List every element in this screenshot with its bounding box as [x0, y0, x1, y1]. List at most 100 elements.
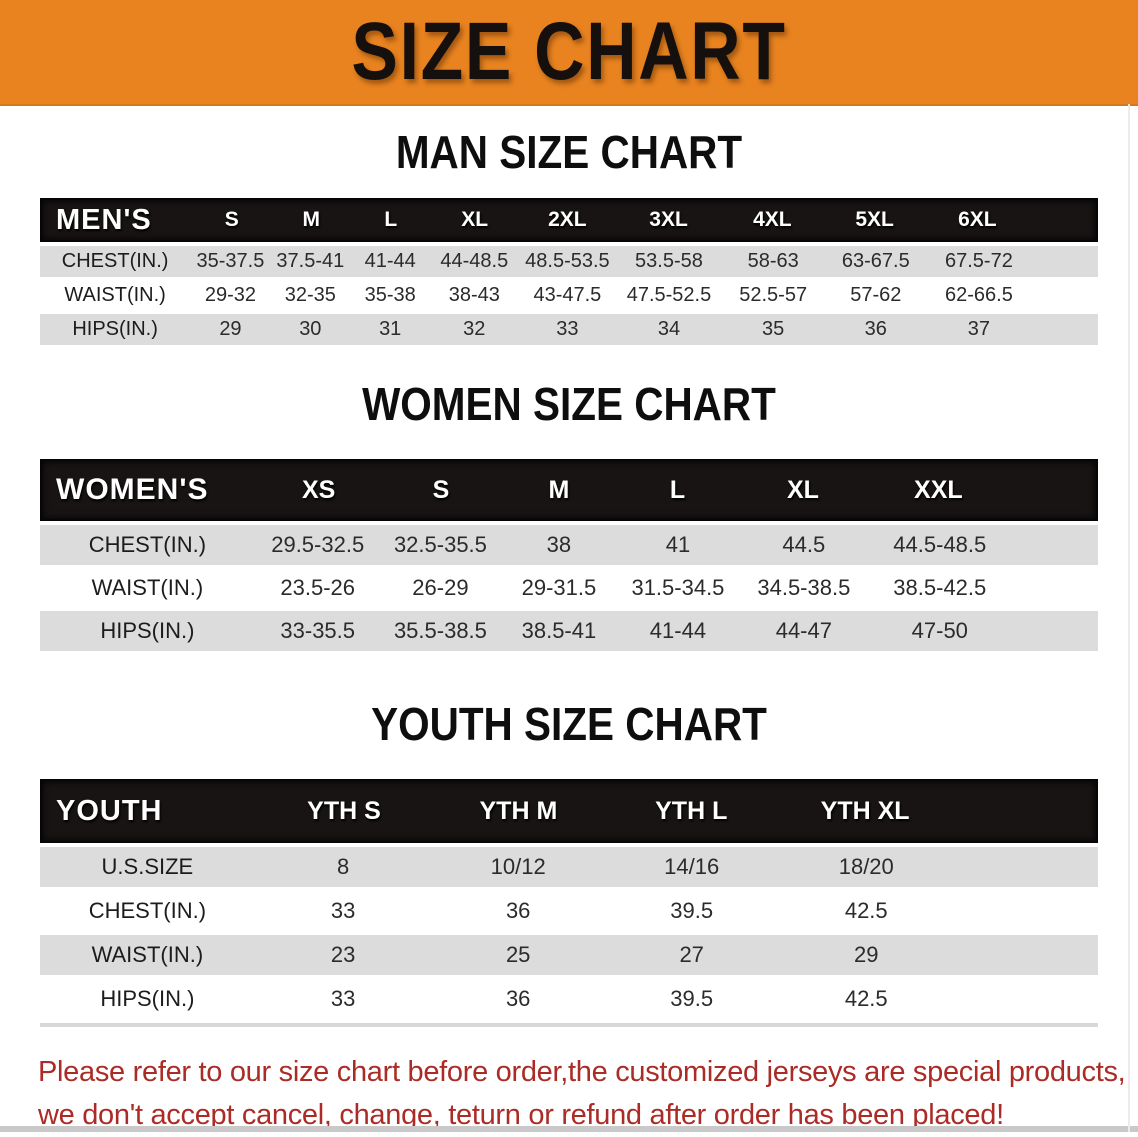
- women-row-label: HIPS(IN.): [100, 618, 195, 643]
- youth-value-cell: 42.5: [844, 898, 888, 923]
- men-value-cell: 36: [864, 318, 887, 340]
- men-column-header: L: [384, 208, 398, 231]
- men-value-cell: 32-35: [284, 284, 336, 306]
- women-column-header: XS: [301, 475, 336, 504]
- women-header-row: WOMEN'S XS S M L XL XXL: [40, 459, 1098, 521]
- size-chart-banner: SIZE CHART: [0, 0, 1138, 106]
- women-column-header: L: [669, 475, 686, 504]
- youth-value-cell: 29: [854, 942, 879, 967]
- women-table-row: HIPS(IN.) 33-35.5 35.5-38.5 38.5-41 41-44 44-…: [40, 611, 1098, 651]
- men-value-cell: 48.5-53.5: [525, 250, 610, 272]
- youth-section-heading: YOUTH SIZE CHART: [371, 698, 767, 750]
- youth-row-label: HIPS(IN.): [100, 986, 195, 1011]
- men-row-label: CHEST(IN.): [61, 250, 169, 272]
- men-column-header: 4XL: [753, 208, 792, 231]
- youth-value-cell: 10/12: [490, 854, 546, 879]
- banner-title: SIZE CHART: [351, 6, 787, 97]
- men-column-header: 3XL: [649, 208, 688, 231]
- women-value-cell: 44-47: [775, 618, 832, 643]
- men-column-header: XL: [461, 208, 489, 231]
- youth-value-cell: 42.5: [844, 986, 888, 1011]
- men-table-row: CHEST(IN.) 35-37.5 37.5-41 41-44 44-48.5 48.5…: [40, 246, 1098, 277]
- women-row-label: WAIST(IN.): [91, 575, 204, 600]
- men-value-cell: 67.5-72: [945, 250, 1013, 272]
- youth-table-row: HIPS(IN.) 33 36 39.5 42.5: [40, 979, 1098, 1019]
- women-section-heading: WOMEN SIZE CHART: [362, 378, 776, 430]
- men-row-label: WAIST(IN.): [64, 284, 166, 306]
- men-column-header: 5XL: [855, 208, 894, 231]
- men-value-cell: 33: [556, 318, 579, 340]
- women-value-cell: 35.5-38.5: [393, 618, 487, 643]
- women-value-cell: 47-50: [911, 618, 968, 643]
- women-value-cell: 29.5-32.5: [271, 532, 365, 557]
- men-table-row: WAIST(IN.) 29-32 32-35 35-38 38-43 43-47.5 47.…: [40, 280, 1098, 311]
- women-value-cell: 34.5-38.5: [757, 575, 851, 600]
- women-value-cell: 41: [665, 532, 691, 557]
- youth-corner-label: YOUTH: [56, 794, 163, 827]
- youth-column-header: YTH S: [307, 796, 381, 825]
- women-value-cell: 38.5-42.5: [893, 575, 987, 600]
- women-table-row: CHEST(IN.) 29.5-32.5 32.5-35.5 38 41 44.5 44.5…: [40, 525, 1098, 565]
- youth-table-row: U.S.SIZE 8 10/12 14/16 18/20: [40, 847, 1098, 887]
- women-value-cell: 33-35.5: [280, 618, 356, 643]
- youth-column-header: YTH M: [479, 796, 558, 825]
- men-value-cell: 47.5-52.5: [626, 284, 712, 306]
- youth-value-cell: 14/16: [664, 854, 720, 879]
- youth-size-table: YOUTH YTH S YTH M YTH L YTH XL U.S.SIZE 8 10/12…: [40, 779, 1098, 1027]
- men-value-cell: 44-48.5: [440, 250, 509, 272]
- women-column-header: S: [432, 475, 450, 504]
- men-value-cell: 52.5-57: [739, 284, 808, 306]
- women-column-header: M: [548, 475, 570, 504]
- youth-value-cell: 33: [330, 986, 356, 1011]
- youth-value-cell: 23: [330, 942, 356, 967]
- women-table-row: WAIST(IN.) 23.5-26 26-29 29-31.5 31.5-34.5 34…: [40, 568, 1098, 608]
- disclaimer-line-1: Please refer to our size chart before or…: [38, 1056, 1126, 1088]
- men-value-cell: 35-38: [364, 284, 416, 306]
- men-value-cell: 58-63: [747, 250, 799, 272]
- youth-column-header: YTH XL: [820, 796, 910, 825]
- men-value-cell: 35: [762, 318, 785, 340]
- youth-value-cell: 33: [330, 898, 356, 923]
- men-value-cell: 53.5-58: [635, 250, 703, 272]
- men-value-cell: 30: [299, 318, 322, 340]
- youth-value-cell: 27: [679, 942, 704, 967]
- women-value-cell: 23.5-26: [280, 575, 356, 600]
- youth-header-row: YOUTH YTH S YTH M YTH L YTH XL: [40, 779, 1098, 843]
- men-value-cell: 29: [219, 318, 242, 340]
- youth-value-cell: 36: [505, 898, 531, 923]
- youth-value-cell: 25: [505, 942, 531, 967]
- men-value-cell: 62-66.5: [945, 284, 1013, 306]
- men-value-cell: 41-44: [364, 250, 416, 272]
- men-value-cell: 34: [657, 318, 681, 340]
- women-corner-label: WOMEN'S: [56, 473, 209, 506]
- women-value-cell: 38.5-41: [521, 618, 597, 643]
- men-column-header: S: [224, 208, 239, 231]
- men-value-cell: 32: [463, 318, 486, 340]
- men-column-header: 2XL: [548, 208, 587, 231]
- women-value-cell: 32.5-35.5: [393, 532, 487, 557]
- men-column-header: M: [302, 208, 321, 231]
- men-column-header: 6XL: [958, 208, 997, 231]
- men-corner-label: MEN'S: [56, 203, 152, 236]
- youth-value-cell: 18/20: [838, 854, 894, 879]
- men-value-cell: 63-67.5: [841, 250, 910, 272]
- disclaimer-line-2: we don't accept cancel, change, teturn o…: [38, 1099, 1004, 1131]
- women-value-cell: 44.5: [782, 532, 826, 557]
- youth-row-label: U.S.SIZE: [101, 854, 194, 879]
- youth-row-label: WAIST(IN.): [91, 942, 204, 967]
- men-row-label: HIPS(IN.): [72, 318, 158, 340]
- men-value-cell: 29-32: [204, 284, 257, 306]
- youth-value-cell: 36: [505, 986, 531, 1011]
- women-value-cell: 44.5-48.5: [893, 532, 987, 557]
- youth-value-cell: 8: [336, 854, 350, 879]
- youth-table-row: WAIST(IN.) 23 25 27 29: [40, 935, 1098, 975]
- women-column-header: XL: [786, 475, 819, 504]
- women-value-cell: 31.5-34.5: [631, 575, 725, 600]
- youth-column-header: YTH L: [655, 796, 728, 825]
- youth-value-cell: 39.5: [670, 898, 714, 923]
- youth-row-label: CHEST(IN.): [88, 898, 207, 923]
- men-value-cell: 35-37.5: [196, 250, 265, 272]
- women-value-cell: 38: [546, 532, 572, 557]
- bottom-gray-strip: [0, 1126, 1138, 1132]
- right-edge-seam: [1128, 104, 1130, 1132]
